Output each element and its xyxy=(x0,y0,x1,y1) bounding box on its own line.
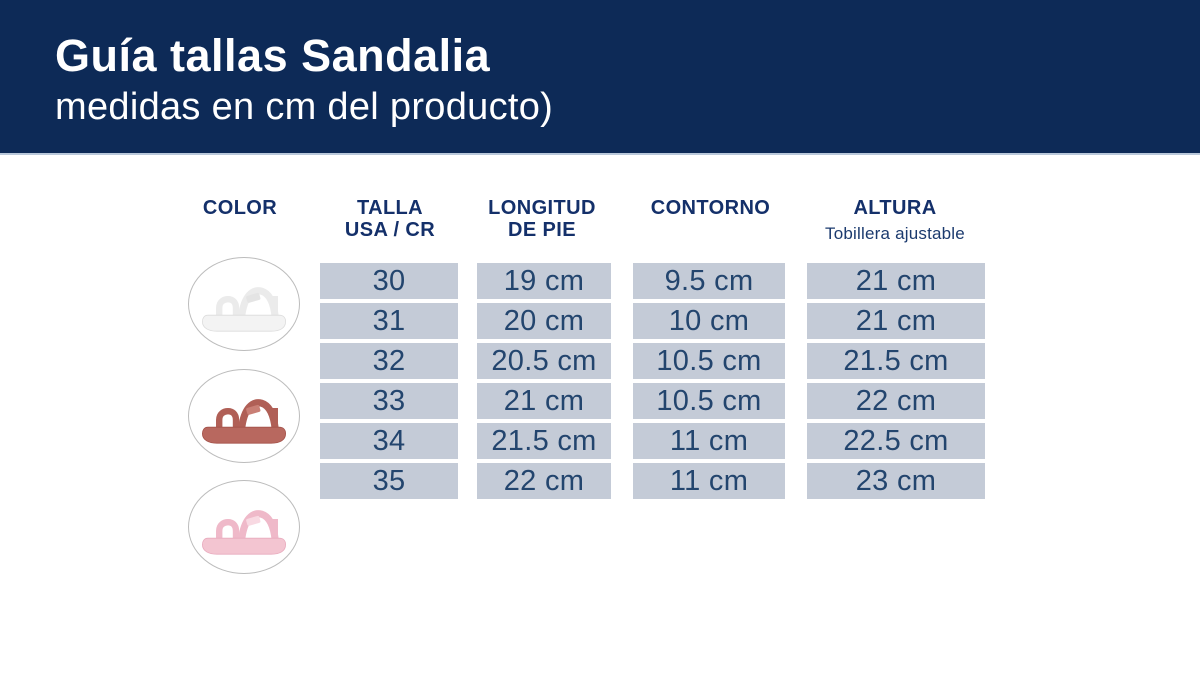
table-cell-contorno: 10.5 cm xyxy=(633,343,785,379)
table-cell-altura: 21 cm xyxy=(807,263,985,299)
table-cell-contorno: 10 cm xyxy=(633,303,785,339)
column-header-color: COLOR xyxy=(170,197,310,219)
mauve-sandal-image xyxy=(201,399,287,444)
column-header-contorno-label: CONTORNO xyxy=(650,197,771,219)
column-header-talla-line1: TALLA xyxy=(356,197,424,219)
table-cell-talla: 34 xyxy=(320,423,458,459)
table-cell-longitud: 22 cm xyxy=(477,463,611,499)
column-header-altura-label: ALTURA xyxy=(853,197,937,219)
table-cell-longitud: 20 cm xyxy=(477,303,611,339)
column-longitud: 19 cm 20 cm 20.5 cm 21 cm 21.5 cm 22 cm xyxy=(477,263,611,499)
table-cell-altura: 22 cm xyxy=(807,383,985,419)
column-header-contorno: CONTORNO xyxy=(633,197,788,219)
table-cell-longitud: 20.5 cm xyxy=(477,343,611,379)
table-cell-contorno: 11 cm xyxy=(633,423,785,459)
table-cell-altura: 21.5 cm xyxy=(807,343,985,379)
table-cell-longitud: 21 cm xyxy=(477,383,611,419)
table-cell-talla: 30 xyxy=(320,263,458,299)
table-cell-altura: 23 cm xyxy=(807,463,985,499)
table-cell-altura: 22.5 cm xyxy=(807,423,985,459)
column-altura: 21 cm 21 cm 21.5 cm 22 cm 22.5 cm 23 cm xyxy=(807,263,985,499)
column-header-longitud: LONGITUD DE PIE xyxy=(467,197,617,241)
column-header-longitud-line1: LONGITUD xyxy=(488,197,596,219)
product-photo-pink-sandal xyxy=(188,480,300,574)
column-talla: 30 31 32 33 34 35 xyxy=(320,263,458,499)
table-cell-talla: 32 xyxy=(320,343,458,379)
column-header-color-label: COLOR xyxy=(202,197,278,219)
table-cell-talla: 35 xyxy=(320,463,458,499)
table-cell-longitud: 19 cm xyxy=(477,263,611,299)
column-header-talla-line2: USA / CR xyxy=(344,219,436,241)
table-cell-talla: 33 xyxy=(320,383,458,419)
header-banner: Guía tallas Sandalia medidas en cm del p… xyxy=(0,0,1200,155)
table-cell-altura: 21 cm xyxy=(807,303,985,339)
product-photo-white-sandal xyxy=(188,257,300,351)
column-header-altura: ALTURA Tobillera ajustable xyxy=(800,197,990,245)
table-cell-longitud: 21.5 cm xyxy=(477,423,611,459)
table-cell-talla: 31 xyxy=(320,303,458,339)
page-title: Guía tallas Sandalia xyxy=(55,30,491,81)
page-subtitle: medidas en cm del producto) xyxy=(55,86,554,128)
pink-sandal-image xyxy=(201,510,287,555)
table-cell-contorno: 10.5 cm xyxy=(633,383,785,419)
column-contorno: 9.5 cm 10 cm 10.5 cm 10.5 cm 11 cm 11 cm xyxy=(633,263,785,499)
column-header-altura-subtitle: Tobillera ajustable xyxy=(825,224,965,243)
table-cell-contorno: 9.5 cm xyxy=(633,263,785,299)
column-header-talla: TALLA USA / CR xyxy=(320,197,460,241)
column-header-longitud-line2: DE PIE xyxy=(508,219,576,241)
table-cell-contorno: 11 cm xyxy=(633,463,785,499)
white-sandal-image xyxy=(201,287,287,332)
product-photo-mauve-sandal xyxy=(188,369,300,463)
